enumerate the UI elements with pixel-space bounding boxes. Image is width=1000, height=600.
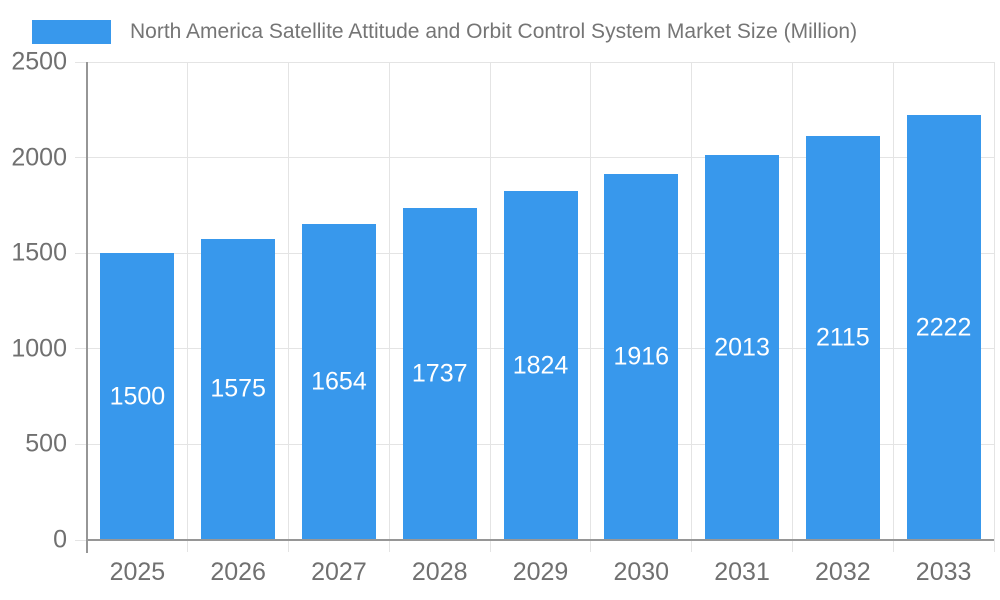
bar-value-label: 2222 [915,313,972,342]
x-gridline [691,62,693,552]
bar-value-label: 1500 [109,382,166,411]
y-tick-label: 500 [25,429,67,458]
x-gridline [892,62,894,552]
y-tick-label: 1000 [11,334,67,363]
x-tick-label: 2027 [311,558,367,586]
x-tick-label: 2026 [210,558,266,586]
y-tick-label: 2000 [11,143,67,172]
x-gridline [590,62,592,552]
x-tick-label: 2031 [714,558,770,586]
bar-value-label: 1654 [311,367,367,396]
x-gridline [388,62,390,552]
bar [705,155,780,540]
x-gridline [993,62,995,552]
y-axis-line [86,62,88,553]
bar-value-label: 2013 [714,333,770,362]
x-gridline [791,62,793,552]
y-tick-label: 0 [53,525,67,554]
y-gridline [75,61,994,63]
chart-title: North America Satellite Attitude and Orb… [130,20,858,43]
x-tick-label: 2033 [915,558,972,586]
bar [301,223,376,540]
bar [100,253,175,540]
x-tick-label: 2029 [512,558,569,586]
y-tick-label: 2500 [11,47,67,76]
bar-value-label: 1916 [613,342,670,371]
y-tick-label: 1500 [11,238,67,267]
x-tick-label: 2032 [815,558,871,586]
x-gridline [187,62,189,552]
x-tick-label: 2025 [109,558,166,586]
legend-swatch [32,20,111,44]
bar-value-label: 1737 [411,359,468,388]
bar [805,135,880,540]
y-gridline [75,157,994,159]
bar [604,173,679,540]
bar-value-label: 1575 [210,374,266,403]
bar [402,207,477,540]
bar-value-label: 2115 [815,323,870,352]
legend: North America Satellite Attitude and Orb… [0,0,1000,56]
x-gridline [288,62,290,552]
bar [906,115,981,540]
x-tick-label: 2028 [411,558,468,586]
x-gridline [489,62,491,552]
bar-value-label: 1824 [512,351,569,380]
bar [201,238,276,540]
x-tick-label: 2030 [613,558,670,586]
bar [503,191,578,540]
x-axis-line [87,539,994,541]
